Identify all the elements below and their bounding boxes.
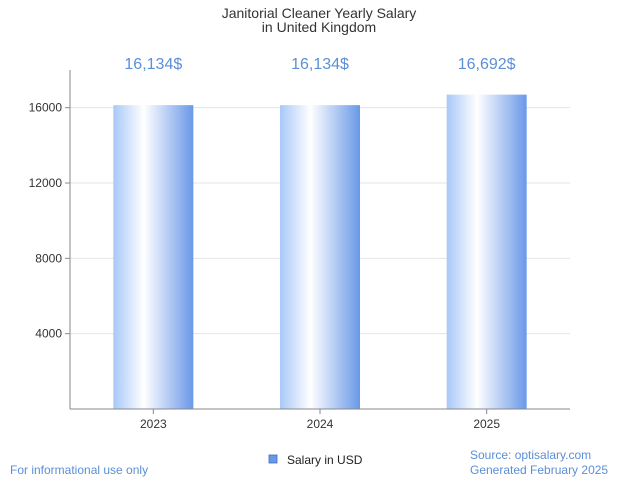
y-tick-label: 4000 [35,327,62,341]
generated-text: Generated February 2025 [470,463,609,477]
disclaimer-text: For informational use only [10,463,149,477]
y-tick-label: 16000 [29,101,63,115]
data-label-2025: 16,692$ [458,56,516,73]
x-tick-label-2024: 2024 [307,417,334,431]
x-tick-label-2023: 2023 [140,417,167,431]
legend-label: Salary in USD [287,453,363,467]
x-tick-label-2025: 2025 [473,417,500,431]
axes: 4000 8000 12000 16000 2023 2024 2025 [29,70,570,431]
data-label-2024: 16,134$ [291,56,349,73]
chart-title-line-1: Janitorial Cleaner Yearly Salary [222,5,417,21]
source-text: Source: optisalary.com [470,448,592,462]
data-label-2023: 16,134$ [124,56,182,73]
chart-title-line-2: in United Kingdom [262,19,376,35]
bar-2023 [113,105,194,409]
bar-2025 [446,94,527,409]
source-info: Source: optisalary.com Generated Februar… [470,448,608,478]
y-tick-label: 8000 [35,251,62,265]
y-tick-label: 12000 [29,176,63,190]
legend-swatch [268,454,278,464]
legend: Salary in USD [268,453,363,467]
bar-2024 [280,105,360,409]
bars: 16,134$ 16,134$ 16,692$ [113,56,527,409]
